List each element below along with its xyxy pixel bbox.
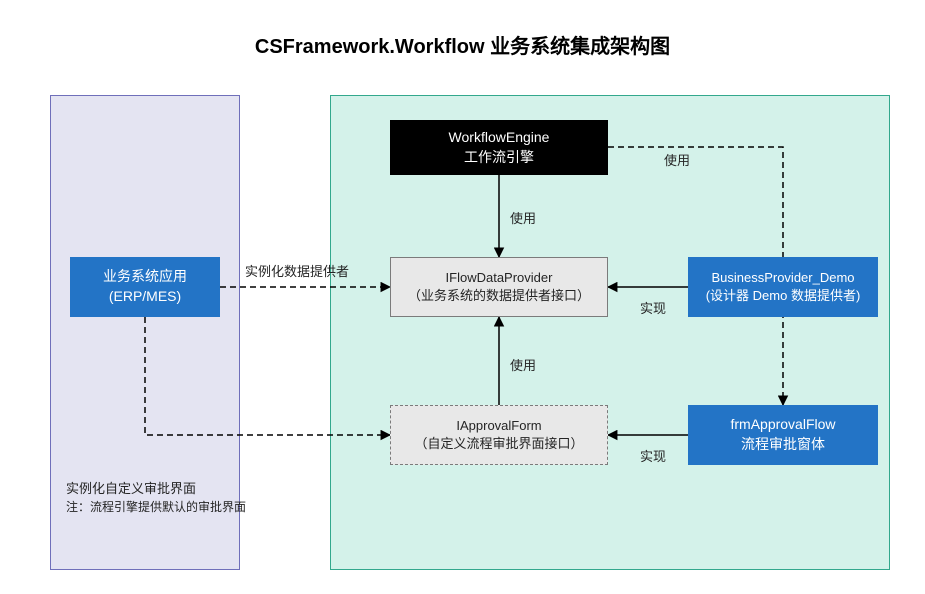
edge-label-implement: 实现 xyxy=(640,298,666,317)
edge-label-use: 使用 xyxy=(510,355,536,374)
node-workflow-engine: WorkflowEngine 工作流引擎 xyxy=(390,120,608,175)
node-iapproval-form: IApprovalForm （自定义流程审批界面接口） xyxy=(390,405,608,465)
node-line1: 业务系统应用 xyxy=(103,267,187,287)
node-line1: frmApprovalFlow xyxy=(730,415,835,435)
node-line1: WorkflowEngine xyxy=(449,128,550,148)
edge-label-use: 使用 xyxy=(510,208,536,227)
node-line2: （自定义流程审批界面接口） xyxy=(414,435,583,453)
node-line2: （业务系统的数据提供者接口） xyxy=(408,287,590,305)
node-iflow-data-provider: IFlowDataProvider （业务系统的数据提供者接口） xyxy=(390,257,608,317)
node-line2: (设计器 Demo 数据提供者) xyxy=(706,287,861,305)
node-line1: BusinessProvider_Demo xyxy=(711,269,854,287)
edge-label-instantiate-form: 实例化自定义审批界面 xyxy=(66,478,196,497)
node-line1: IApprovalForm xyxy=(456,417,541,435)
node-line2: 工作流引擎 xyxy=(464,148,534,168)
node-business-app: 业务系统应用 (ERP/MES) xyxy=(70,257,220,317)
node-frm-approval-flow: frmApprovalFlow 流程审批窗体 xyxy=(688,405,878,465)
edge-label-implement: 实现 xyxy=(640,446,666,465)
node-line1: IFlowDataProvider xyxy=(446,269,553,287)
node-line2: 流程审批窗体 xyxy=(741,435,825,455)
edge-label-instantiate-provider: 实例化数据提供者 xyxy=(245,261,349,280)
edge-label-use: 使用 xyxy=(664,150,690,169)
node-line2: (ERP/MES) xyxy=(109,287,181,307)
edge-label-note: 注：流程引擎提供默认的审批界面 xyxy=(66,498,246,515)
page-title: CSFramework.Workflow 业务系统集成架构图 xyxy=(0,30,925,59)
node-business-provider-demo: BusinessProvider_Demo (设计器 Demo 数据提供者) xyxy=(688,257,878,317)
